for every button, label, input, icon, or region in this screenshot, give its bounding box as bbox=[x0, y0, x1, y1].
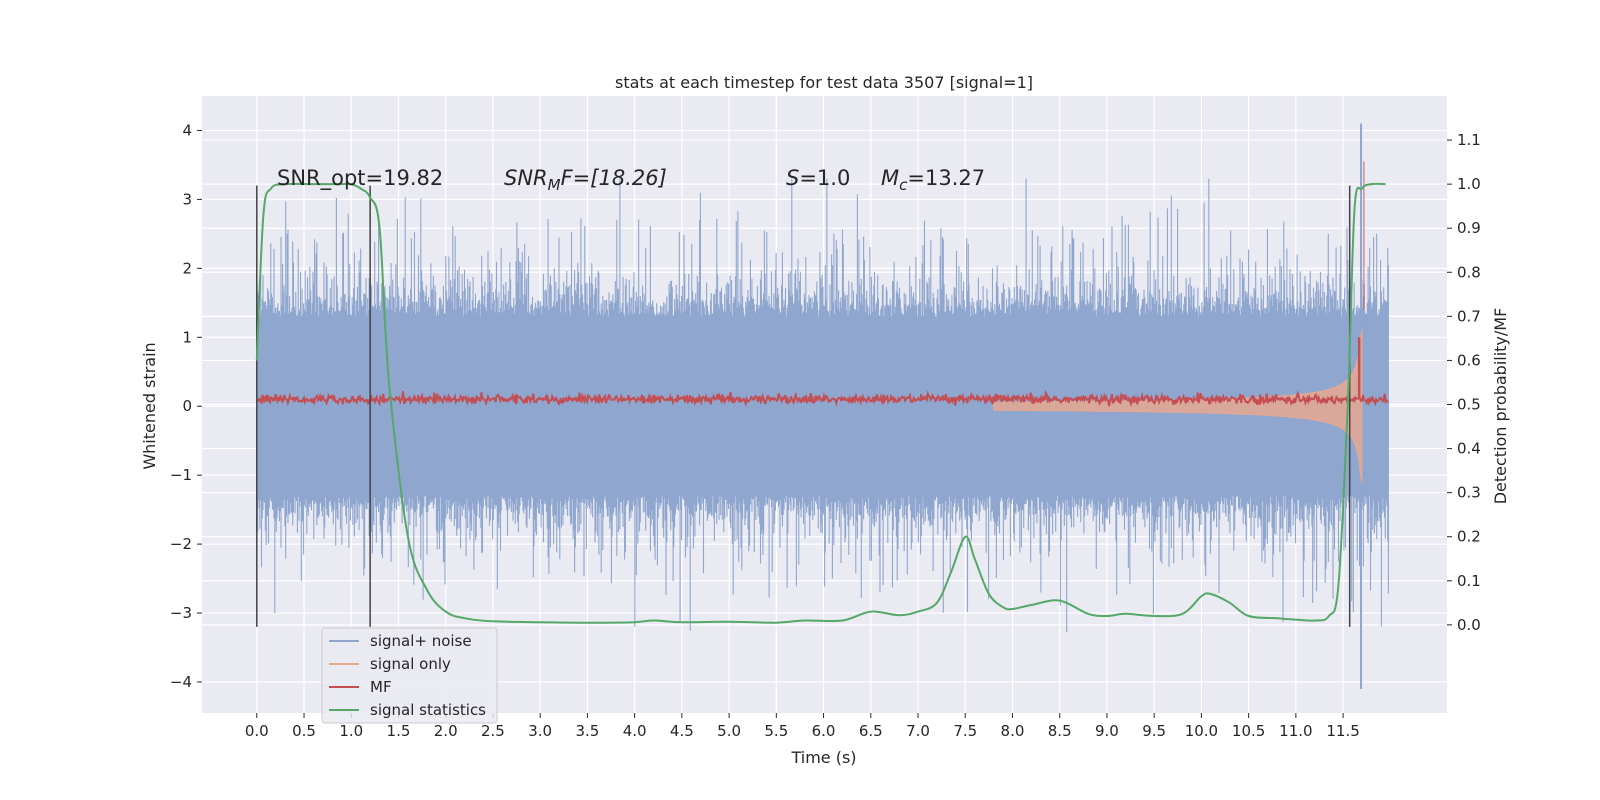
chart-title: stats at each timestep for test data 350… bbox=[615, 73, 1033, 92]
y-right-tick-label: 1.0 bbox=[1457, 175, 1481, 193]
annotation-snr-opt: SNR_opt=19.82 bbox=[277, 166, 443, 191]
x-tick-label: 2.5 bbox=[481, 722, 505, 740]
y-axis-right-label: Detection probability/MF bbox=[1491, 308, 1510, 505]
x-tick-label: 7.0 bbox=[906, 722, 930, 740]
x-tick-label: 11.5 bbox=[1326, 722, 1359, 740]
y-right-tick-label: 0.1 bbox=[1457, 572, 1481, 590]
x-tick-label: 8.0 bbox=[1001, 722, 1025, 740]
x-tick-label: 10.5 bbox=[1232, 722, 1265, 740]
y-axis-left-label: Whitened strain bbox=[140, 342, 159, 469]
y-right-tick-label: 0.4 bbox=[1457, 440, 1481, 458]
legend-label-mf: MF bbox=[370, 678, 392, 696]
y-right-tick-label: 0.9 bbox=[1457, 219, 1481, 237]
x-tick-label: 3.5 bbox=[575, 722, 599, 740]
y-axis-right-ticks: 1.1 1.0 0.9 0.8 0.7 0.6 0.5 0.4 0.3 0.2 0.1 0.0 bbox=[1447, 131, 1481, 634]
y-right-tick-label: 0.8 bbox=[1457, 263, 1481, 281]
series-signal-statistics bbox=[255, 182, 1386, 624]
vertical-markers bbox=[256, 185, 1351, 627]
y-right-tick-label: 0.5 bbox=[1457, 396, 1481, 414]
x-tick-label: 2.0 bbox=[434, 722, 458, 740]
x-tick-label: 9.0 bbox=[1095, 722, 1119, 740]
legend-box bbox=[321, 627, 498, 724]
mf-trace bbox=[256, 389, 1389, 408]
y-left-tick-label: −3 bbox=[170, 604, 192, 622]
legend: signal+ noise signal only MF signal stat… bbox=[321, 627, 498, 724]
y-left-tick-label: −2 bbox=[170, 535, 192, 553]
annotation-snr-mf: SNRMF=[18.26] bbox=[504, 166, 667, 194]
legend-label-signal-noise: signal+ noise bbox=[370, 632, 472, 650]
x-tick-label: 1.5 bbox=[387, 722, 411, 740]
x-tick-label: 4.5 bbox=[670, 722, 694, 740]
x-tick-label: 6.0 bbox=[812, 722, 836, 740]
y-right-tick-label: 0.3 bbox=[1457, 484, 1481, 502]
y-left-tick-label: −4 bbox=[170, 673, 192, 691]
y-left-tick-label: −1 bbox=[170, 466, 192, 484]
x-tick-label: 11.0 bbox=[1279, 722, 1312, 740]
x-axis-ticks: 0.0 0.5 1.0 1.5 2.0 2.5 3.0 3.5 4.0 4.5 5.0 5.5 6.0 6… bbox=[245, 713, 1360, 740]
y-left-tick-label: 1 bbox=[182, 328, 192, 346]
x-axis-label: Time (s) bbox=[790, 748, 856, 767]
x-tick-label: 1.0 bbox=[339, 722, 363, 740]
y-axis-left-ticks: 4 3 2 1 0 −1 −2 −3 −4 bbox=[170, 121, 202, 691]
y-right-tick-label: 0.6 bbox=[1457, 351, 1481, 369]
legend-label-signal-statistics: signal statistics bbox=[370, 701, 486, 719]
annotation-mc: Mc=13.27 bbox=[881, 166, 985, 194]
x-tick-label: 7.5 bbox=[953, 722, 977, 740]
x-tick-label: 0.5 bbox=[292, 722, 316, 740]
x-tick-label: 5.5 bbox=[764, 722, 788, 740]
annotation-s: S=1.0 bbox=[786, 166, 850, 190]
x-tick-label: 4.0 bbox=[623, 722, 647, 740]
x-tick-label: 10.0 bbox=[1185, 722, 1218, 740]
y-left-tick-label: 0 bbox=[182, 397, 192, 415]
y-right-tick-label: 0.7 bbox=[1457, 307, 1481, 325]
y-left-tick-label: 2 bbox=[182, 259, 192, 277]
y-left-tick-label: 3 bbox=[182, 190, 192, 208]
x-tick-label: 3.0 bbox=[528, 722, 552, 740]
y-right-tick-label: 1.1 bbox=[1457, 131, 1481, 149]
x-tick-label: 5.0 bbox=[717, 722, 741, 740]
x-tick-label: 6.5 bbox=[859, 722, 883, 740]
x-tick-label: 0.0 bbox=[245, 722, 269, 740]
signal-statistics-line bbox=[255, 182, 1386, 624]
x-tick-label: 9.5 bbox=[1142, 722, 1166, 740]
y-left-tick-label: 4 bbox=[182, 121, 192, 139]
x-tick-label: 8.5 bbox=[1048, 722, 1072, 740]
y-right-tick-label: 0.0 bbox=[1457, 616, 1481, 634]
y-right-tick-label: 0.2 bbox=[1457, 528, 1481, 546]
legend-label-signal-only: signal only bbox=[370, 655, 451, 673]
